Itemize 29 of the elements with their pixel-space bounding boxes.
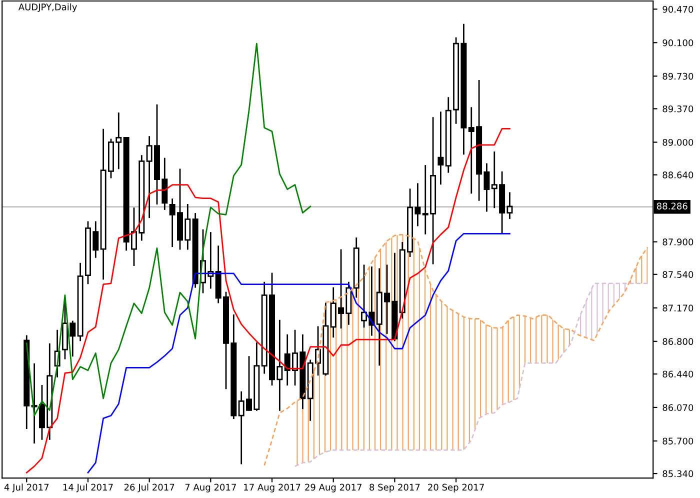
y-tick-label: 90.470 (662, 6, 694, 13)
y-tick-label: 85.340 (662, 470, 694, 478)
line-series (26, 42, 312, 416)
chart-title: AUDJPY,Daily (18, 3, 77, 12)
y-tick-label: 89.730 (662, 72, 694, 80)
y-tick-label: 87.540 (662, 271, 694, 278)
line-series (87, 232, 510, 474)
y-tick-label: 86.440 (662, 370, 694, 378)
x-tick-label: 17 Aug 2017 (244, 484, 300, 492)
candlestick (438, 112, 444, 185)
candlestick (31, 363, 38, 444)
y-tick-label: 89.370 (662, 105, 694, 112)
x-tick-label: 20 Sep 2017 (428, 484, 484, 492)
y-tick-label: 86.800 (662, 338, 694, 345)
x-tick-label: 4 Jul 2017 (4, 484, 49, 492)
y-tick-label: 87.900 (662, 238, 694, 246)
y-tick-label: 87.170 (662, 304, 694, 312)
x-tick-label: 14 Jul 2017 (63, 484, 113, 492)
y-tick-label: 89.000 (662, 138, 694, 146)
y-tick-label: 90.100 (662, 39, 694, 46)
y-tick-label: 88.640 (662, 172, 694, 178)
ref-line-label: 88.286 (656, 202, 688, 210)
x-tick-label: 7 Aug 2017 (185, 484, 236, 492)
x-tick-label: 29 Aug 2017 (305, 484, 362, 492)
x-tick-label: 26 Jul 2017 (124, 484, 174, 492)
y-tick-label: 85.700 (662, 438, 694, 445)
x-tick-label: 8 Sep 2017 (370, 484, 420, 492)
y-tick-label: 86.070 (662, 404, 694, 412)
line-series (26, 128, 510, 474)
